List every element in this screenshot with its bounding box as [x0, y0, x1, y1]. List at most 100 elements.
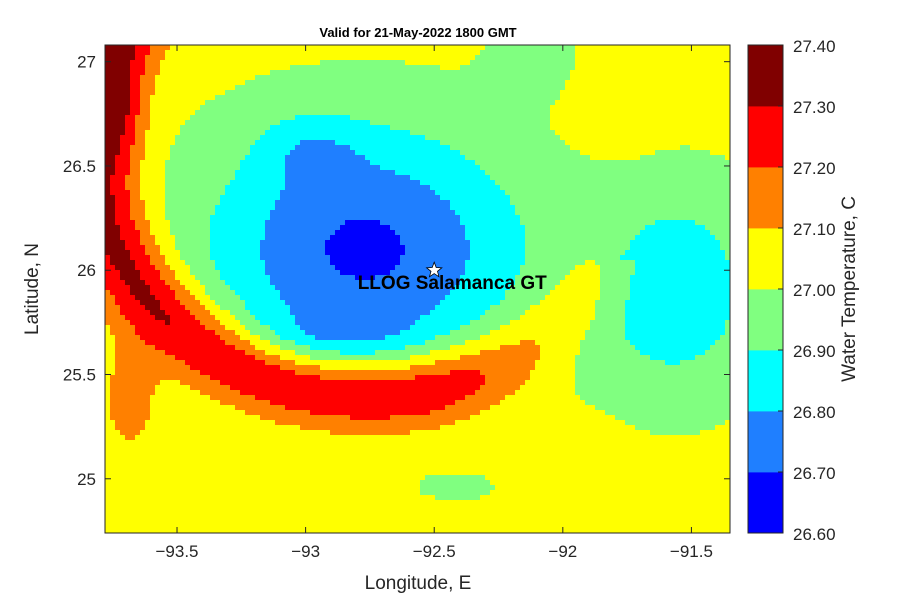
- contour-cell: [510, 125, 516, 131]
- contour-cell: [185, 190, 191, 196]
- contour-cell: [380, 195, 386, 201]
- contour-cell: [680, 175, 686, 181]
- contour-cell: [280, 170, 286, 176]
- contour-cell: [275, 230, 281, 236]
- contour-cell: [675, 135, 681, 141]
- contour-cell: [110, 235, 116, 241]
- contour-cell: [715, 215, 721, 221]
- contour-cell: [480, 210, 486, 216]
- contour-cell: [215, 105, 221, 111]
- contour-cell: [410, 80, 416, 86]
- contour-cell: [345, 100, 351, 106]
- contour-cell: [680, 145, 686, 151]
- contour-cell: [475, 95, 481, 101]
- contour-cell: [110, 55, 116, 61]
- contour-cell: [210, 145, 216, 151]
- contour-cell: [125, 120, 131, 126]
- contour-cell: [235, 185, 241, 191]
- contour-cell: [585, 205, 591, 211]
- contour-cell: [680, 210, 686, 216]
- contour-cell: [690, 110, 696, 116]
- contour-cell: [370, 120, 376, 126]
- contour-cell: [320, 50, 326, 56]
- contour-cell: [665, 170, 671, 176]
- contour-cell: [265, 100, 271, 106]
- contour-cell: [365, 210, 371, 216]
- contour-cell: [250, 60, 256, 66]
- contour-cell: [505, 145, 511, 151]
- contour-cell: [430, 60, 436, 66]
- contour-cell: [370, 205, 376, 211]
- contour-cell: [380, 95, 386, 101]
- contour-cell: [560, 120, 566, 126]
- contour-cell: [255, 60, 261, 66]
- contour-cell: [105, 70, 111, 76]
- contour-cell: [665, 95, 671, 101]
- contour-cell: [480, 60, 486, 66]
- contour-cell: [235, 85, 241, 91]
- contour-cell: [365, 50, 371, 56]
- contour-cell: [150, 95, 156, 101]
- contour-cell: [405, 180, 411, 186]
- contour-cell: [315, 125, 321, 131]
- contour-cell: [620, 205, 626, 211]
- contour-cell: [335, 190, 341, 196]
- contour-cell: [560, 160, 566, 166]
- contour-cell: [240, 185, 246, 191]
- contour-cell: [270, 235, 276, 241]
- contour-cell: [410, 55, 416, 61]
- contour-cell: [360, 45, 366, 51]
- contour-cell: [475, 90, 481, 96]
- contour-cell: [710, 85, 716, 91]
- contour-cell: [235, 165, 241, 171]
- contour-cell: [635, 225, 641, 231]
- contour-cell: [600, 135, 606, 141]
- contour-cell: [510, 220, 516, 226]
- contour-cell: [390, 45, 396, 51]
- contour-cell: [550, 95, 556, 101]
- contour-cell: [690, 240, 696, 246]
- contour-cell: [715, 235, 721, 241]
- contour-cell: [530, 145, 536, 151]
- contour-cell: [440, 60, 446, 66]
- contour-cell: [210, 225, 216, 231]
- contour-cell: [195, 230, 201, 236]
- contour-cell: [135, 225, 141, 231]
- contour-cell: [175, 145, 181, 151]
- contour-cell: [495, 135, 501, 141]
- contour-cell: [400, 80, 406, 86]
- contour-cell: [380, 115, 386, 121]
- contour-cell: [270, 120, 276, 126]
- contour-cell: [170, 55, 176, 61]
- contour-cell: [510, 100, 516, 106]
- contour-cell: [210, 135, 216, 141]
- contour-cell: [365, 195, 371, 201]
- contour-cell: [345, 140, 351, 146]
- contour-cell: [580, 110, 586, 116]
- contour-cell: [715, 105, 721, 111]
- contour-cell: [215, 165, 221, 171]
- contour-cell: [560, 85, 566, 91]
- contour-cell: [365, 180, 371, 186]
- contour-cell: [405, 140, 411, 146]
- contour-cell: [625, 105, 631, 111]
- contour-cell: [240, 200, 246, 206]
- contour-cell: [715, 115, 721, 121]
- contour-cell: [715, 230, 721, 236]
- contour-cell: [645, 75, 651, 81]
- contour-cell: [495, 150, 501, 156]
- contour-cell: [585, 80, 591, 86]
- contour-cell: [135, 215, 141, 221]
- contour-cell: [450, 70, 456, 76]
- contour-cell: [300, 215, 306, 221]
- contour-cell: [575, 120, 581, 126]
- contour-cell: [385, 180, 391, 186]
- contour-cell: [240, 115, 246, 121]
- contour-cell: [370, 90, 376, 96]
- contour-cell: [520, 145, 526, 151]
- contour-cell: [360, 205, 366, 211]
- contour-cell: [225, 240, 231, 246]
- contour-cell: [320, 230, 326, 236]
- contour-cell: [455, 125, 461, 131]
- contour-cell: [530, 185, 536, 191]
